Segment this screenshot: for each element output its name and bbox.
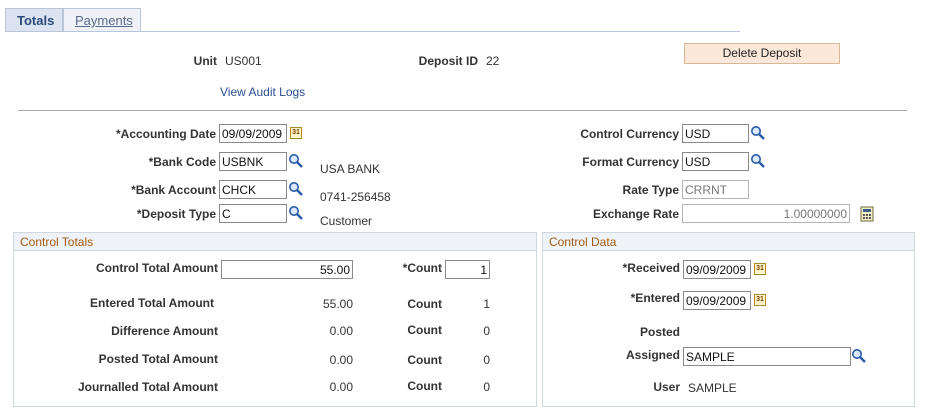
difference-amount-label: Difference Amount [111, 324, 218, 338]
format-currency-field[interactable] [682, 152, 749, 171]
control-currency-field[interactable] [682, 124, 749, 143]
deposit-type-label: *Deposit Type [136, 207, 216, 221]
bank-account-field[interactable] [219, 180, 287, 199]
received-label: *Received [622, 261, 680, 275]
assigned-lookup-icon[interactable] [851, 348, 867, 364]
bank-account-label: *Bank Account [131, 183, 216, 197]
tab-totals-label: Totals [17, 13, 55, 28]
journalled-count-label: Count [407, 379, 442, 393]
delete-deposit-button[interactable]: Delete Deposit [684, 43, 840, 64]
deposit-id-value: 22 [486, 54, 500, 68]
posted-count-value: 0 [483, 353, 490, 367]
entered-date-field[interactable] [683, 291, 751, 310]
assigned-label: Assigned [625, 348, 680, 362]
posted-total-amount-value: 0.00 [329, 353, 353, 367]
control-total-amount-label: Control Total Amount [96, 261, 218, 275]
entered-calendar-icon[interactable]: 31 [754, 294, 766, 306]
control-total-amount-field[interactable] [221, 260, 353, 279]
entered-label: *Entered [630, 291, 680, 305]
control-currency-label: Control Currency [580, 127, 679, 141]
deposit-type-description: Customer [320, 214, 373, 228]
control-data-title: Control Data [543, 233, 914, 251]
tab-divider [5, 31, 740, 32]
deposit-type-lookup-icon[interactable] [288, 205, 304, 221]
entered-total-amount-value: 55.00 [322, 297, 353, 311]
calculator-icon[interactable] [859, 206, 875, 222]
bank-code-field[interactable] [219, 152, 287, 171]
unit-value: US001 [225, 54, 262, 68]
accounting-date-label: *Accounting Date [115, 127, 216, 141]
format-currency-label: Format Currency [582, 155, 679, 169]
bank-account-lookup-icon[interactable] [288, 181, 304, 197]
exchange-rate-field [682, 204, 850, 223]
difference-count-value: 0 [483, 324, 490, 338]
control-data-group: Control Data [542, 232, 915, 407]
user-value: SAMPLE [688, 381, 737, 395]
control-totals-group: Control Totals [13, 232, 537, 407]
control-totals-title: Control Totals [14, 233, 536, 251]
posted-total-amount-label: Posted Total Amount [98, 352, 218, 366]
bank-account-description: 0741-256458 [320, 190, 391, 204]
unit-label: Unit [193, 54, 217, 68]
bank-code-lookup-icon[interactable] [288, 153, 304, 169]
rate-type-label: Rate Type [622, 183, 679, 197]
header-divider [18, 110, 907, 111]
format-currency-lookup-icon[interactable] [750, 153, 766, 169]
view-audit-logs-link[interactable]: View Audit Logs [220, 85, 306, 99]
control-currency-lookup-icon[interactable] [750, 125, 766, 141]
difference-amount-value: 0.00 [329, 324, 353, 338]
count-field[interactable] [445, 260, 490, 279]
count-required-label: *Count [402, 261, 442, 275]
tab-totals[interactable]: Totals [5, 8, 63, 32]
deposit-type-field[interactable] [219, 204, 287, 223]
tab-payments[interactable]: Payments [63, 8, 141, 32]
accounting-date-field[interactable] [219, 124, 287, 143]
tab-payments-label: Payments [75, 13, 133, 28]
journalled-total-amount-value: 0.00 [329, 380, 353, 394]
bank-code-label: *Bank Code [148, 155, 216, 169]
received-date-field[interactable] [683, 260, 751, 279]
entered-count-label: Count [407, 297, 442, 311]
user-label: User [653, 380, 680, 394]
journalled-count-value: 0 [483, 380, 490, 394]
posted-label: Posted [639, 325, 680, 339]
bank-code-description: USA BANK [320, 162, 381, 176]
posted-count-label: Count [407, 353, 442, 367]
received-calendar-icon[interactable]: 31 [754, 263, 766, 275]
entered-count-value: 1 [483, 297, 490, 311]
journalled-total-amount-label: Journalled Total Amount [78, 380, 218, 394]
difference-count-label: Count [407, 323, 442, 337]
accounting-date-calendar-icon[interactable]: 31 [290, 127, 302, 139]
exchange-rate-label: Exchange Rate [592, 207, 679, 221]
assigned-field[interactable] [683, 347, 851, 366]
entered-total-amount-label: Entered Total Amount [90, 296, 214, 310]
rate-type-field [682, 180, 749, 199]
deposit-id-label: Deposit ID [418, 54, 478, 68]
